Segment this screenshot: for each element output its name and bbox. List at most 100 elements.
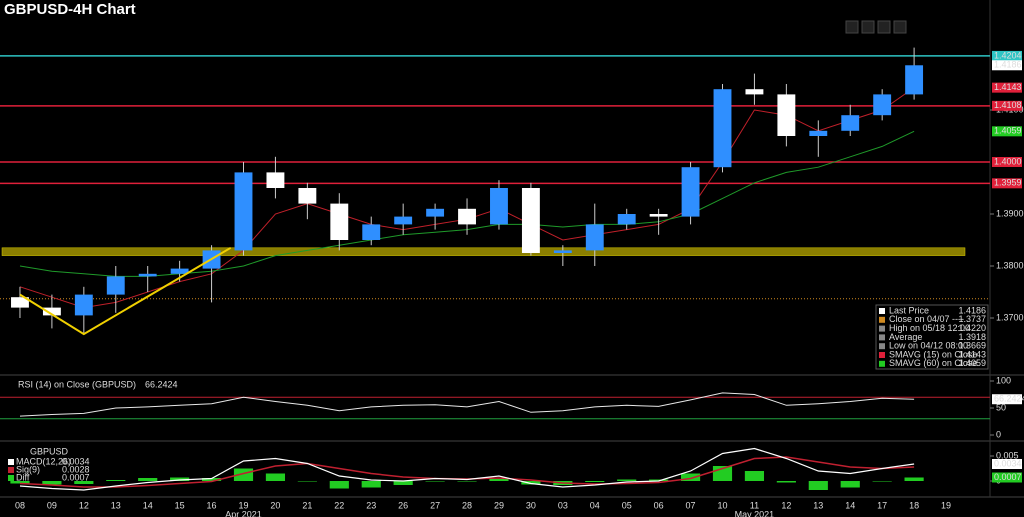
diff-bar xyxy=(617,479,637,481)
x-tick-label: 16 xyxy=(207,500,217,510)
diff-bar xyxy=(840,481,860,488)
candle-body xyxy=(234,172,253,251)
diff-bar xyxy=(201,478,222,481)
legend-label: Low on 04/12 08:00 xyxy=(889,341,968,351)
diff-bar xyxy=(744,471,765,481)
legend-label: Last Price xyxy=(889,305,929,315)
rsi-tag-label: 66.2424 xyxy=(994,394,1024,404)
price-tag xyxy=(992,100,1022,111)
legend-value: 1.4220 xyxy=(958,323,986,333)
diff-bar xyxy=(521,481,541,485)
diff-bar xyxy=(776,481,796,483)
price-tag xyxy=(992,178,1022,189)
rsi-tag xyxy=(992,394,1022,405)
candle-body xyxy=(585,224,604,251)
toolbar-button[interactable] xyxy=(877,20,891,34)
month-label: May 2021 xyxy=(735,509,775,517)
legend-swatch xyxy=(879,316,885,323)
legend-value: 1.3918 xyxy=(958,332,986,342)
rsi-tick-label: 50 xyxy=(996,402,1006,412)
macd-legend-value: 0.0007 xyxy=(62,472,90,482)
toolbar-button[interactable] xyxy=(893,20,907,34)
candle-body xyxy=(330,203,349,240)
candle-body xyxy=(298,188,317,204)
diff-bar xyxy=(361,481,381,488)
diff-bar xyxy=(170,477,190,481)
diff-bar xyxy=(10,481,30,484)
month-label: Apr 2021 xyxy=(225,509,262,517)
x-tick-label: 07 xyxy=(686,500,696,510)
diff-bar xyxy=(74,481,94,484)
candle-body xyxy=(873,94,892,116)
x-tick-label: 30 xyxy=(526,500,536,510)
macd-tag xyxy=(992,459,1022,469)
toolbar-button[interactable] xyxy=(861,20,875,34)
diff-bar xyxy=(904,477,924,481)
candle-body xyxy=(841,115,860,131)
candle-body xyxy=(617,214,636,225)
diff-bar xyxy=(457,481,477,482)
x-tick-label: 15 xyxy=(175,500,185,510)
legend-swatch xyxy=(879,334,885,341)
support-zone xyxy=(1,247,966,256)
x-tick-label: 13 xyxy=(813,500,823,510)
macd-legend-value: 0.0034 xyxy=(62,456,90,466)
candle-body xyxy=(681,167,700,217)
price-tag-label: 1.3959 xyxy=(994,178,1022,188)
legend-label: Close on 04/07 ---- xyxy=(889,314,964,324)
diff-bar xyxy=(649,479,669,481)
candle-body xyxy=(362,224,381,240)
macd-legend-swatch xyxy=(8,475,14,481)
diff-bar xyxy=(106,480,126,481)
trendline xyxy=(19,246,232,336)
x-tick-label: 19 xyxy=(941,500,951,510)
legend-value: 1.3669 xyxy=(958,341,986,351)
candle-body xyxy=(11,297,29,308)
rsi-title: RSI (14) on Close (GBPUSD) xyxy=(18,379,136,389)
legend-value: 1.4059 xyxy=(958,358,986,368)
rsi-value: 66.2424 xyxy=(145,379,178,389)
candle-body xyxy=(713,89,732,168)
x-tick-label: 28 xyxy=(462,500,472,510)
candle-body xyxy=(649,214,668,217)
diff-bar xyxy=(42,481,62,485)
price-tag xyxy=(992,126,1022,137)
price-tag-label: 1.4000 xyxy=(994,156,1022,166)
legend-swatch xyxy=(879,343,885,350)
x-tick-label: 27 xyxy=(430,500,440,510)
macd-tag xyxy=(992,472,1022,483)
macd-tick-label: 0.005 xyxy=(996,450,1019,460)
candle-body xyxy=(42,307,61,316)
y-tick-label: 1.3700 xyxy=(996,312,1024,322)
candle-body xyxy=(809,130,828,136)
candle-body xyxy=(553,250,572,253)
x-tick-label: 19 xyxy=(238,500,248,510)
candle-body xyxy=(138,273,157,277)
x-tick-label: 14 xyxy=(845,500,855,510)
x-tick-label: 14 xyxy=(143,500,153,510)
rsi-tick-label: 100 xyxy=(996,375,1011,385)
x-tick-label: 04 xyxy=(590,500,600,510)
diff-bar xyxy=(489,479,509,481)
legend-value: 1.4143 xyxy=(958,349,986,359)
x-tick-label: 17 xyxy=(877,500,887,510)
x-tick-label: 06 xyxy=(654,500,664,510)
candle-body xyxy=(777,94,796,136)
x-tick-label: 11 xyxy=(750,500,759,510)
diff-bar xyxy=(585,481,605,482)
x-tick-label: 08 xyxy=(15,500,25,510)
price-tag xyxy=(992,82,1022,93)
candle-body xyxy=(745,89,764,95)
diff-bar xyxy=(329,481,349,489)
candle-body xyxy=(266,172,285,188)
price-tag xyxy=(992,60,1022,71)
macd-legend-name: Diff xyxy=(16,472,30,482)
price-tag-label: 1.4186 xyxy=(994,60,1022,70)
diff-bar xyxy=(265,473,286,481)
toolbar-button[interactable] xyxy=(845,20,859,34)
diff-bar xyxy=(393,481,413,485)
diff-bar xyxy=(872,481,892,482)
price-tag-label: 1.4204 xyxy=(994,50,1022,60)
